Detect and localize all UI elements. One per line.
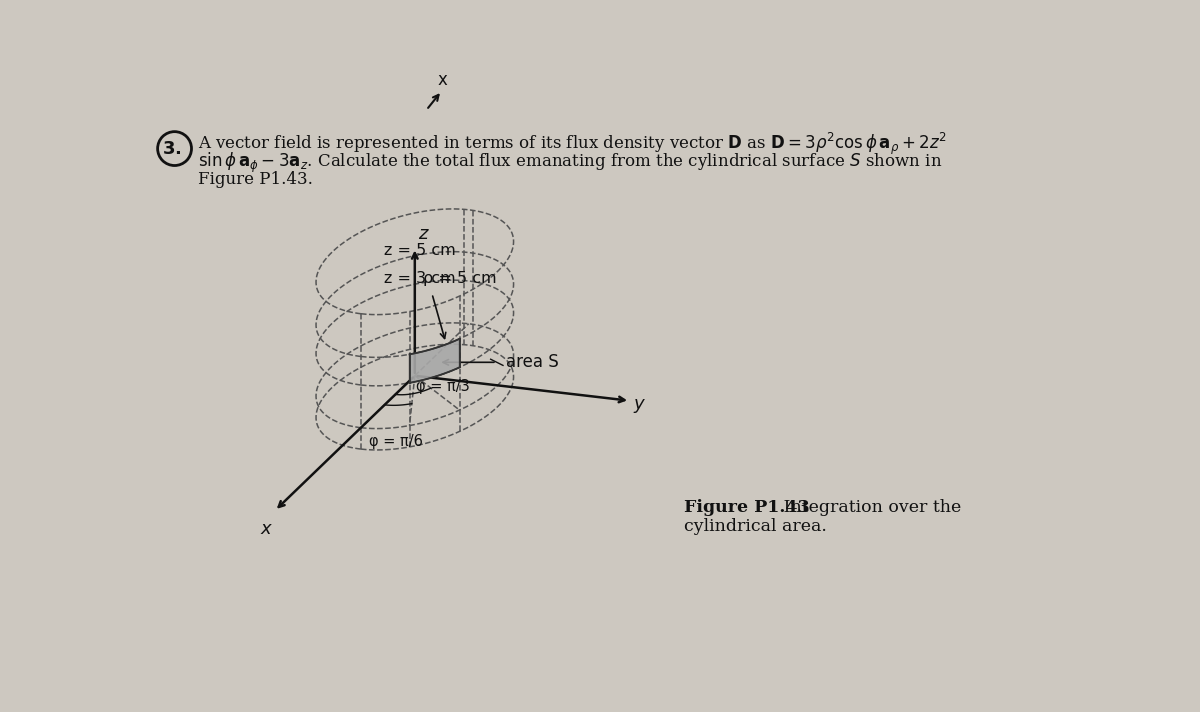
Text: z = 5 cm: z = 5 cm — [384, 243, 456, 258]
Text: x: x — [438, 71, 448, 89]
Text: $\bf{3}$$\bf{.}$: $\bf{3}$$\bf{.}$ — [162, 140, 181, 158]
Polygon shape — [409, 339, 460, 383]
Text: ρ = 5 cm: ρ = 5 cm — [422, 271, 497, 286]
Text: y: y — [634, 395, 644, 413]
Text: $\sin\phi\,\mathbf{a}_\phi - 3\mathbf{a}_z$. Calculate the total flux emanating : $\sin\phi\,\mathbf{a}_\phi - 3\mathbf{a}… — [198, 151, 942, 175]
Text: Integration over the: Integration over the — [768, 499, 961, 516]
Text: cylindrical area.: cylindrical area. — [684, 518, 827, 535]
Text: A vector field is represented in terms of its flux density vector $\mathbf{D}$ a: A vector field is represented in terms o… — [198, 131, 947, 157]
Text: x: x — [260, 520, 271, 538]
Text: φ = π/3: φ = π/3 — [416, 379, 470, 394]
Text: z: z — [418, 225, 427, 243]
Text: Figure P1.43.: Figure P1.43. — [198, 171, 312, 188]
Text: φ = π/6: φ = π/6 — [368, 434, 422, 449]
Text: z = 3 cm: z = 3 cm — [384, 271, 456, 286]
Text: area S: area S — [506, 352, 559, 370]
Text: Figure P1.43: Figure P1.43 — [684, 499, 810, 516]
